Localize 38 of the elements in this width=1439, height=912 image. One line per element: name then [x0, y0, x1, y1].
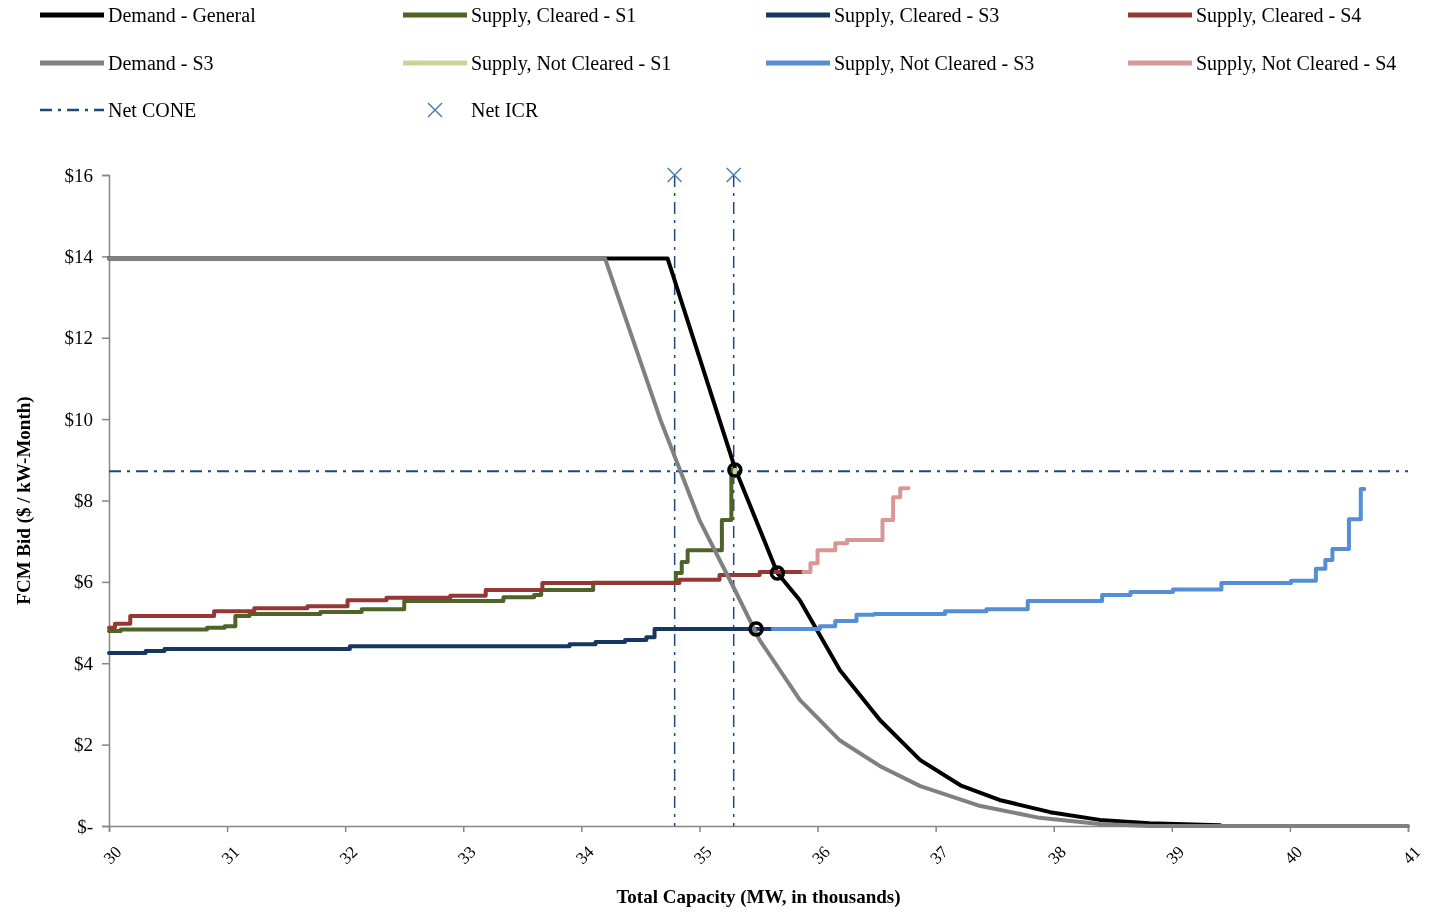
legend-label: Supply, Cleared - S4 [1196, 4, 1362, 27]
x-tick-label: 31 [217, 842, 244, 868]
legend-label: Net ICR [471, 99, 539, 121]
x-tick-label: 34 [572, 841, 598, 868]
legend-label: Supply, Not Cleared - S4 [1196, 52, 1397, 75]
x-tick-label: 38 [1044, 842, 1070, 868]
legend-label: Demand - S3 [108, 52, 214, 74]
point [666, 167, 683, 183]
legend-label: Supply, Not Cleared - S1 [471, 52, 672, 75]
x-tick-label: 40 [1280, 842, 1307, 868]
point [748, 621, 764, 637]
legend-label: Supply, Cleared - S3 [834, 4, 1000, 27]
y-tick-label: $8 [74, 490, 93, 512]
y-axis-title: FCM Bid ($ / kW-Month) [13, 396, 35, 605]
x-tick-label: 37 [926, 841, 953, 868]
legend-label: Supply, Not Cleared - S3 [834, 52, 1035, 75]
y-tick-label: $16 [64, 164, 93, 186]
y-tick-label: $4 [74, 652, 94, 674]
y-tick-label: $6 [74, 571, 93, 593]
point [769, 565, 786, 581]
legend-label: Net CONE [108, 99, 197, 121]
legend-label: Demand - General [108, 4, 257, 26]
x-tick-label: 41 [1398, 842, 1425, 868]
x-axis-title: Total Capacity (MW, in thousands) [616, 886, 901, 908]
legend-label: Supply, Cleared - S1 [471, 4, 637, 27]
x-tick-label: 35 [690, 842, 716, 868]
x-tick-label: 33 [454, 842, 480, 868]
x-tick-label: 39 [1162, 842, 1189, 868]
y-tick-label: $2 [74, 734, 93, 756]
y-tick-label: $12 [64, 327, 93, 349]
x-tick-label: 36 [808, 842, 834, 868]
point [727, 462, 743, 478]
y-tick-label: $14 [64, 245, 94, 267]
x-tick-label: 32 [335, 842, 362, 868]
y-tick-label: $- [77, 815, 93, 837]
point [725, 167, 742, 183]
x-tick-label: 30 [99, 842, 126, 868]
y-tick-label: $10 [64, 408, 93, 430]
